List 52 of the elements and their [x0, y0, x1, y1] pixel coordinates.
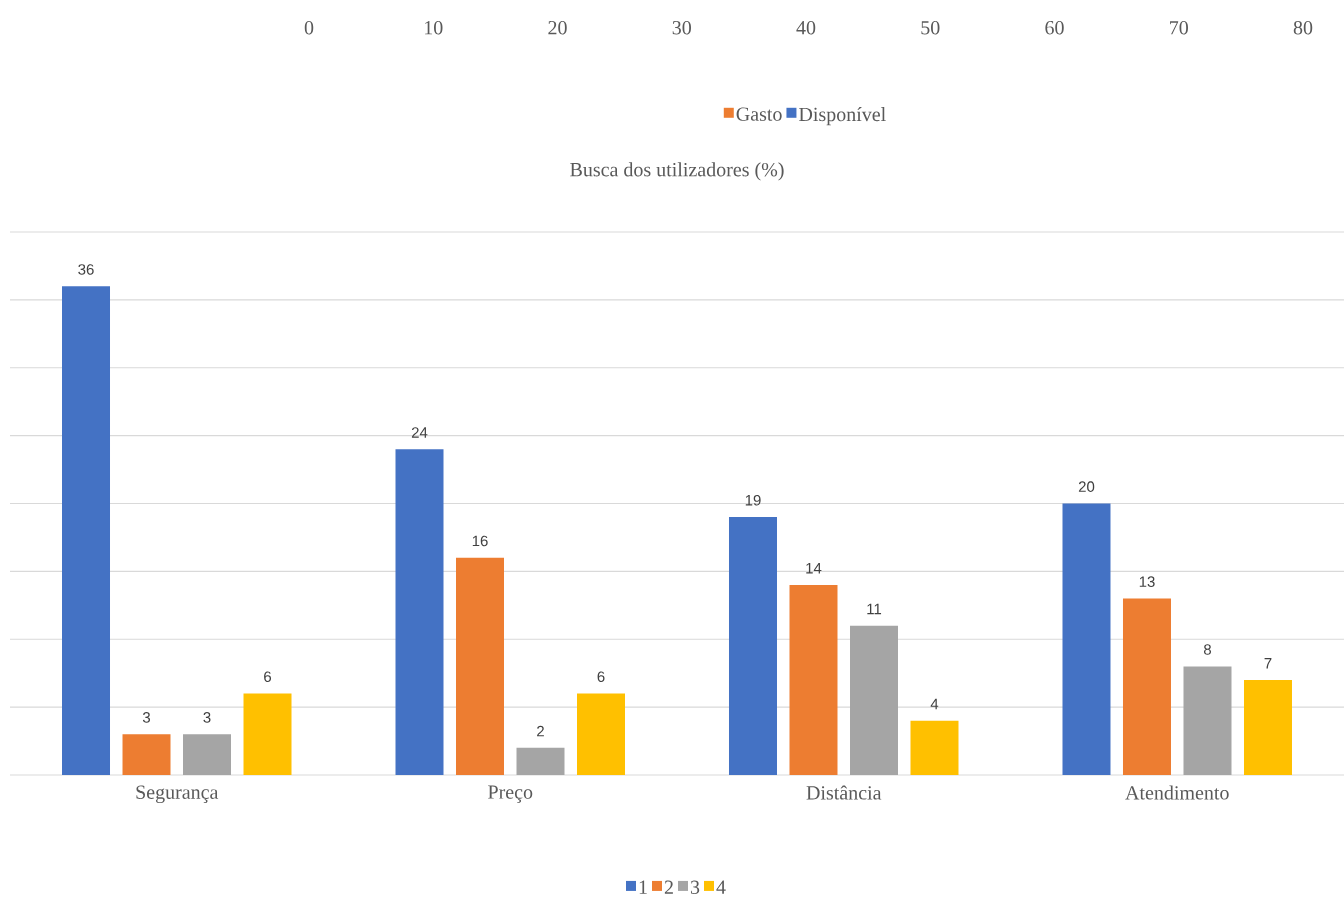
bar [516, 747, 565, 775]
bar [183, 734, 232, 775]
data-label: 4 [930, 698, 939, 710]
bar [122, 734, 171, 775]
data-label: 7 [1264, 658, 1272, 669]
bar [850, 625, 898, 775]
bar [729, 517, 777, 775]
legend-label: Disponível [799, 107, 886, 126]
bar [243, 693, 292, 775]
data-label: 8 [1203, 644, 1211, 655]
data-label: 19 [745, 494, 761, 506]
bar [1183, 666, 1232, 775]
legend-label: 2 [664, 880, 673, 894]
data-label: 11 [867, 603, 882, 615]
legend-label: Gasto [736, 107, 782, 121]
data-label: 13 [1139, 576, 1155, 587]
data-label: 2 [537, 725, 544, 737]
data-label: 14 [806, 563, 822, 574]
x-tick-label: 60 [1045, 20, 1064, 35]
bar [395, 449, 444, 775]
x-tick-label: 20 [548, 20, 567, 35]
x-tick-label: Preço [488, 785, 533, 803]
x-tick-label: 70 [1170, 20, 1188, 35]
x-tick-label: 0 [304, 20, 314, 35]
bar [1062, 503, 1111, 775]
chart-title: Busca dos utilizadores (%) [570, 162, 784, 181]
data-label: 36 [78, 264, 94, 275]
x-tick-label: Atendimento [1125, 785, 1229, 800]
legend-label: 3 [690, 880, 700, 894]
legend-label: 1 [639, 880, 647, 894]
bar [456, 557, 504, 775]
x-tick-label: Segurança [136, 785, 219, 804]
bar [910, 720, 959, 775]
data-label: 6 [264, 671, 272, 682]
x-tick-label: 50 [921, 20, 940, 35]
data-label: 3 [142, 712, 151, 723]
bar [789, 584, 838, 775]
data-label: 24 [411, 427, 428, 438]
data-label: 16 [472, 535, 488, 547]
data-label: 3 [203, 712, 211, 723]
x-tick-label: 30 [672, 20, 691, 35]
x-tick-label: Distância [806, 785, 882, 800]
x-tick-label: 80 [1293, 20, 1313, 35]
legend-label: 4 [716, 880, 726, 894]
bar [1122, 598, 1171, 775]
x-tick-label: 40 [796, 20, 816, 35]
x-tick-label: 10 [425, 20, 443, 35]
bar [62, 286, 111, 775]
bar [577, 693, 625, 775]
bar [1243, 679, 1292, 775]
data-label: 6 [597, 671, 605, 682]
data-label: 20 [1078, 481, 1095, 492]
